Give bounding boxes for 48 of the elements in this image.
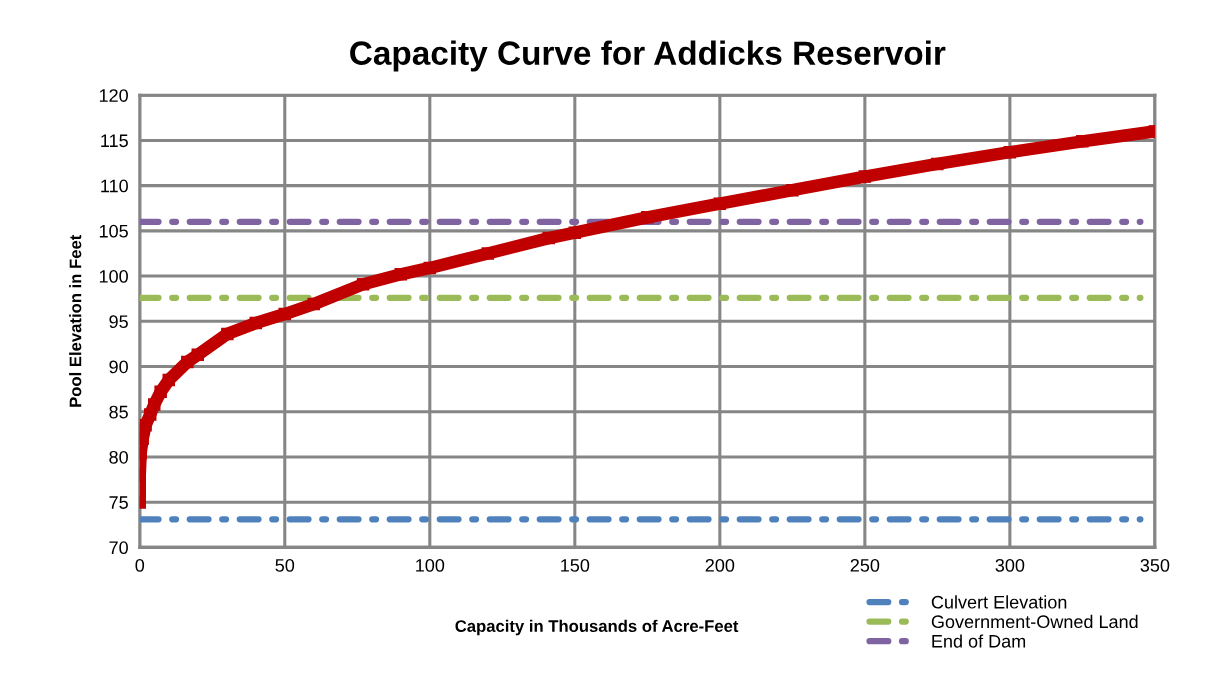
point: [278, 307, 292, 321]
x-tick-label: 50: [275, 558, 295, 572]
point: [221, 327, 234, 341]
point: [191, 348, 205, 362]
chart-title: Capacity Curve for Addicks Reservoir: [350, 40, 946, 72]
point: [786, 183, 799, 197]
y-tick-label: 120: [99, 89, 128, 102]
point: [394, 268, 408, 281]
y-tick-label: 100: [99, 270, 128, 283]
point: [481, 247, 495, 260]
x-tick-label: 150: [561, 558, 590, 572]
y-tick-label: 90: [109, 360, 128, 374]
y-tick-label: 110: [101, 179, 128, 193]
legend-label: Government-Owned Land: [931, 614, 1138, 629]
x-tick-label: 100: [416, 558, 445, 572]
point: [307, 297, 321, 311]
point: [931, 157, 944, 171]
y-tick-label: 85: [109, 405, 128, 419]
point: [542, 231, 555, 245]
point: [154, 385, 167, 399]
point: [858, 170, 872, 183]
x-tick-label: 300: [995, 558, 1025, 572]
point: [181, 355, 194, 369]
legend-label: End of Dam: [932, 634, 1026, 648]
point: [568, 226, 582, 239]
x-axis-title: Capacity in Thousands of Acre-Feet: [455, 619, 739, 636]
y-tick-label: 80: [109, 450, 128, 464]
point: [641, 211, 654, 224]
x-tick-label: 350: [1140, 558, 1170, 572]
point: [356, 277, 370, 291]
y-tick-label: 70: [109, 541, 128, 555]
y-axis-title: Pool Elevation in Feet: [69, 234, 82, 407]
point: [139, 419, 152, 432]
x-tick-label: 200: [705, 558, 735, 572]
y-tick-label: 115: [101, 134, 128, 148]
point: [713, 197, 727, 210]
point: [148, 398, 161, 411]
y-tick-label: 75: [109, 496, 128, 509]
point: [1003, 145, 1017, 159]
x-tick-label: 250: [850, 558, 880, 572]
point: [162, 373, 176, 387]
y-tick-label: 95: [109, 315, 128, 329]
point: [1076, 135, 1089, 148]
x-tick-label: 0: [135, 558, 145, 572]
point: [423, 261, 437, 275]
point: [249, 316, 263, 330]
legend-label: Culvert Elevation: [931, 595, 1067, 609]
y-tick-label: 105: [99, 224, 128, 238]
